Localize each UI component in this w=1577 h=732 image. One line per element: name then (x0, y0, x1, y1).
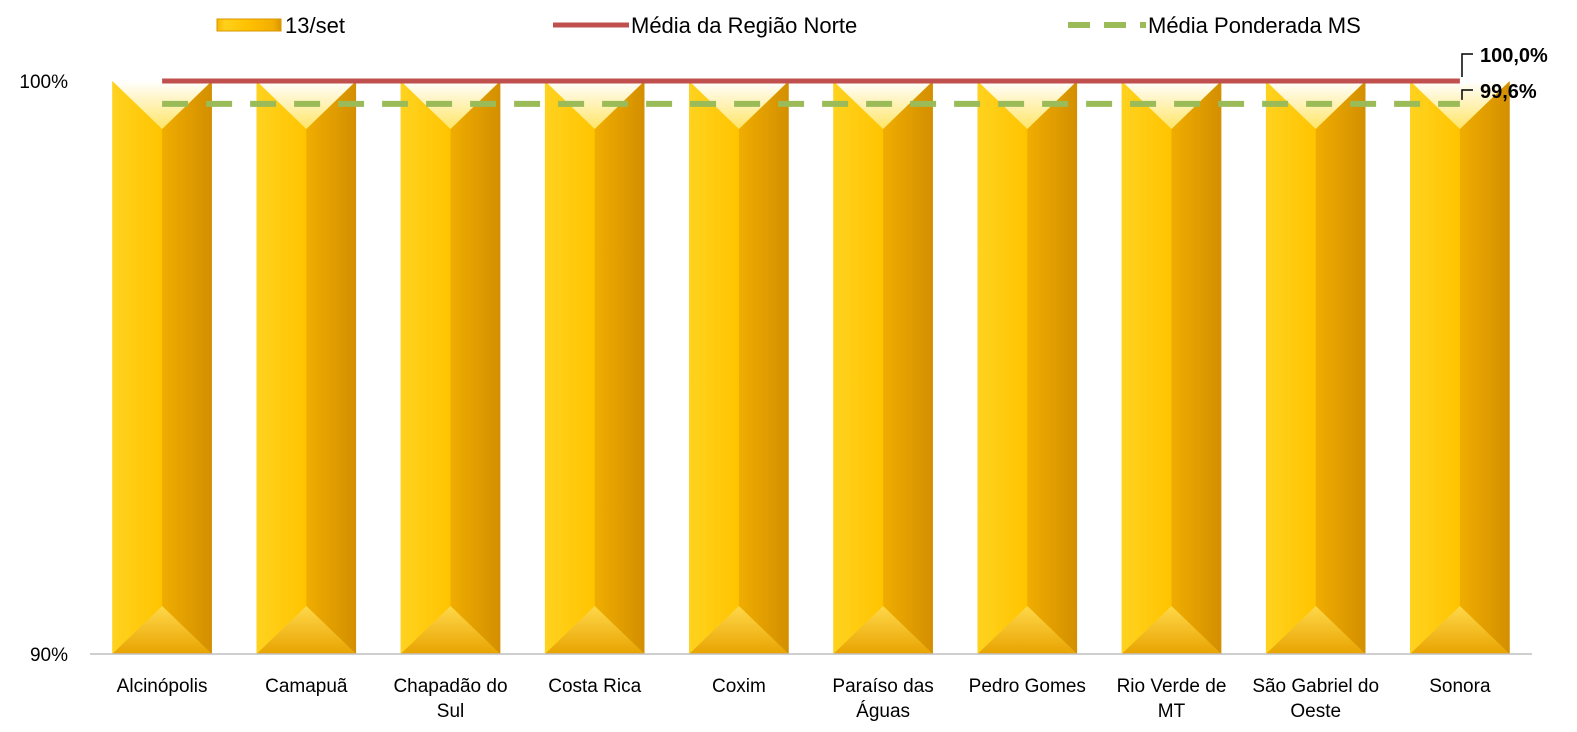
legend-label: Média Ponderada MS (1148, 13, 1361, 38)
bar (112, 81, 212, 654)
legend-item: Média da Região Norte (553, 13, 857, 38)
bar-facet-top (1121, 81, 1222, 129)
bar (544, 81, 645, 654)
category-label-line: Águas (856, 701, 910, 722)
legend-item: 13/set (216, 13, 345, 38)
category-label: Camapuã (265, 676, 348, 697)
data-label: 100,0% (1480, 45, 1548, 67)
bar (256, 81, 357, 654)
bar-facet-left (112, 81, 163, 654)
category-label-line: Sonora (1429, 676, 1491, 697)
bar-facet-right (162, 81, 212, 654)
bar-facet-left (1410, 81, 1460, 654)
category-label: Costa Rica (548, 676, 641, 697)
bar-facet-bottom (833, 606, 933, 654)
category-label-line: Coxim (712, 676, 766, 697)
bar-facet-bottom (544, 606, 645, 654)
category-label-line: Chapadão do (393, 676, 507, 697)
bar-facet-left (689, 81, 739, 654)
bar-facet-right (450, 81, 501, 654)
category-label: São Gabriel do Oeste (1252, 676, 1379, 722)
bar-facet-bottom (400, 606, 501, 654)
bar (689, 81, 789, 654)
bar-facet-left (1265, 81, 1316, 654)
bar (400, 81, 501, 654)
category-label: Chapadão do Sul (393, 676, 507, 722)
bar-facet-left (977, 81, 1028, 654)
data-label: 99,6% (1480, 81, 1537, 103)
category-label-line: MT (1158, 701, 1186, 722)
bar (1410, 81, 1510, 654)
category-label: Alcinópolis (117, 676, 208, 697)
bar (1121, 81, 1222, 654)
category-label-line: Camapuã (265, 676, 348, 697)
bar (833, 81, 933, 654)
bar-facet-right (306, 81, 357, 654)
bar (1265, 81, 1366, 654)
category-label-line: São Gabriel do (1252, 676, 1379, 697)
bar-facet-bottom (256, 606, 357, 654)
legend-swatch (216, 18, 282, 32)
category-label: Rio Verde de MT (1117, 676, 1227, 722)
category-label-line: Alcinópolis (117, 676, 208, 697)
category-label-line: Paraíso das (832, 676, 933, 697)
category-label: Pedro Gomes (969, 676, 1086, 697)
bar-facet-top (544, 81, 645, 129)
bar-facet-bottom (1265, 606, 1366, 654)
bar-facet-bottom (112, 606, 212, 654)
bar-facet-left (1121, 81, 1172, 654)
y-tick-label: 90% (30, 645, 68, 666)
category-label-line: Pedro Gomes (969, 676, 1086, 697)
bar-facet-bottom (1410, 606, 1510, 654)
legend-label: Média da Região Norte (631, 13, 857, 38)
y-tick-label: 100% (19, 72, 68, 93)
legend-label: 13/set (285, 13, 345, 38)
legend-item: Média Ponderada MS (1068, 13, 1361, 38)
bar (977, 81, 1078, 654)
bar-facet-right (1027, 81, 1078, 654)
bar-facet-left (833, 81, 884, 654)
bar-facet-right (883, 81, 933, 654)
bar-facet-right (1459, 81, 1510, 654)
category-label-line: Rio Verde de (1117, 676, 1227, 697)
bar-facet-left (256, 81, 307, 654)
bar-facet-bottom (689, 606, 789, 654)
category-label-line: Sul (437, 701, 464, 722)
bar-facet-bottom (977, 606, 1078, 654)
bar-facet-right (1315, 81, 1366, 654)
category-label-line: Costa Rica (548, 676, 641, 697)
bar-facet-right (594, 81, 645, 654)
bar-facet-bottom (1121, 606, 1222, 654)
data-label-leader (1461, 53, 1473, 77)
category-label: Paraíso das Águas (832, 676, 933, 722)
bar-facet-left (544, 81, 595, 654)
data-label-leader (1461, 89, 1473, 100)
category-label: Sonora (1429, 676, 1491, 697)
category-label: Coxim (712, 676, 766, 697)
bar-facet-left (400, 81, 451, 654)
bar-facet-right (1171, 81, 1222, 654)
bar-facet-right (738, 81, 789, 654)
category-label-line: Oeste (1290, 701, 1341, 722)
bar-facet-top (977, 81, 1078, 129)
